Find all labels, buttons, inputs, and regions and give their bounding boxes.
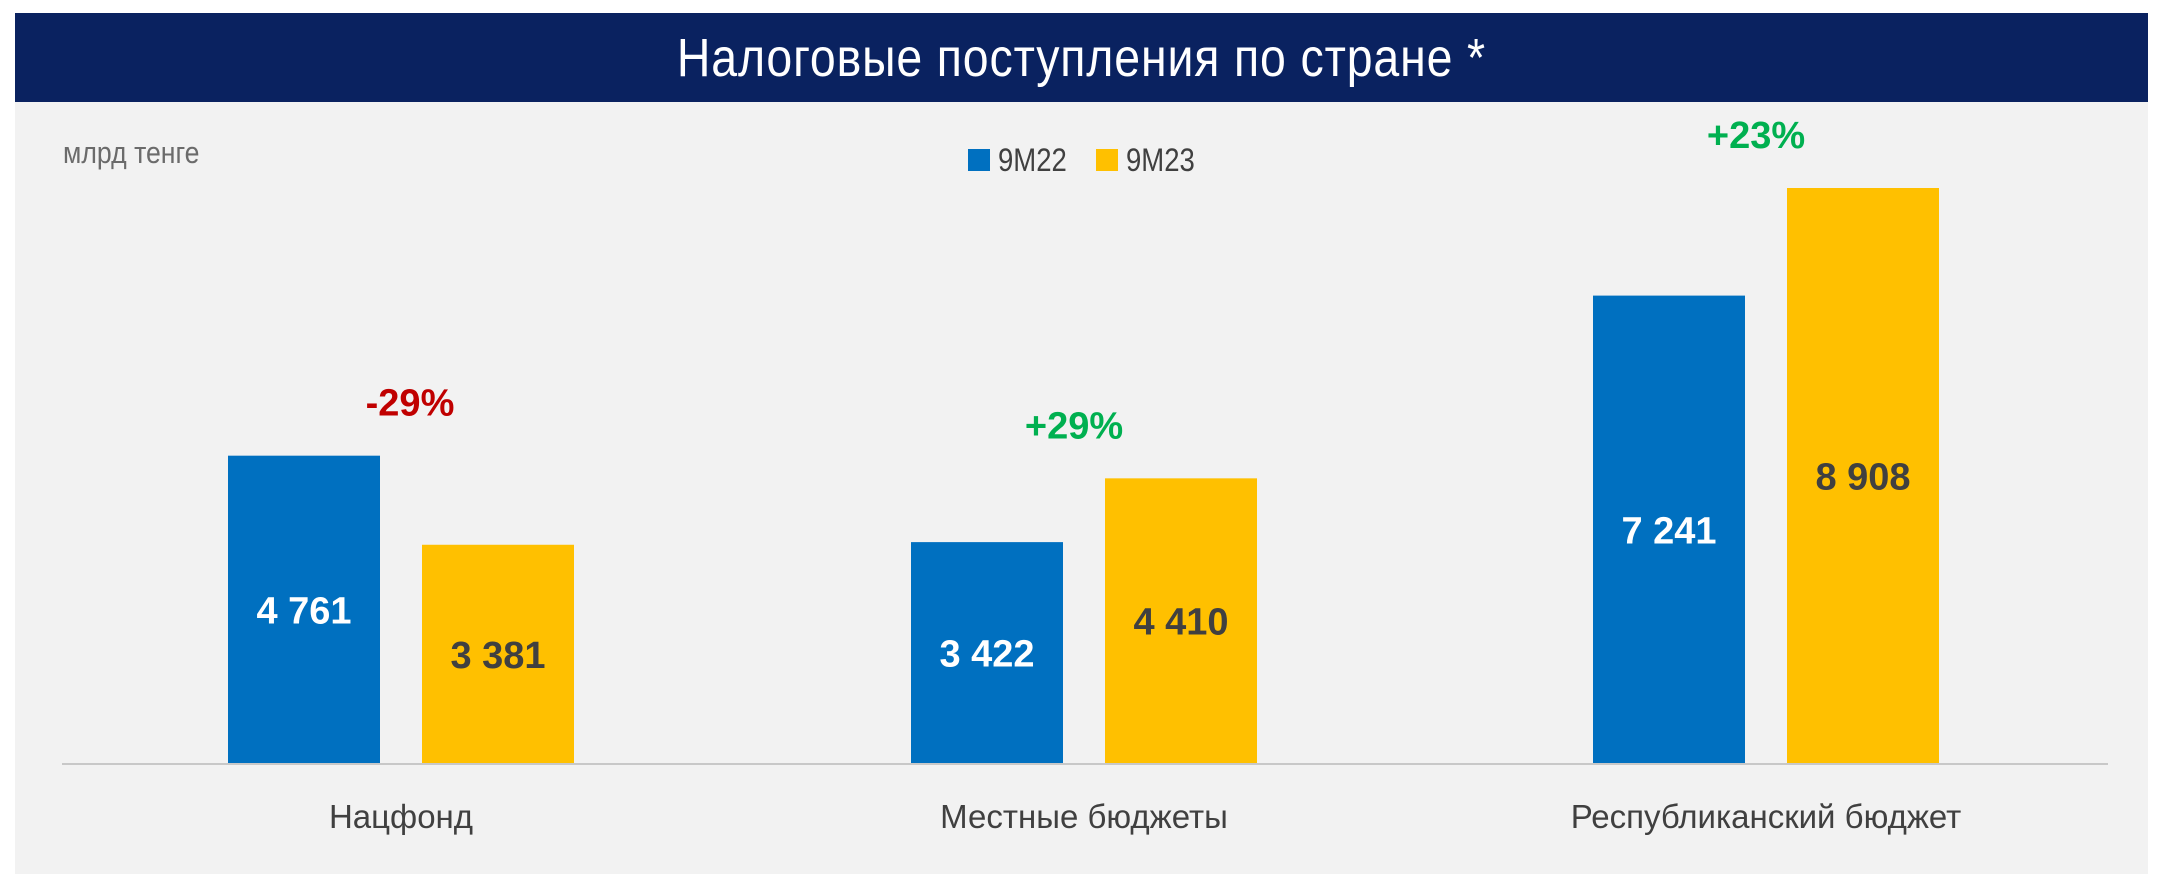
bar-9m23-0 xyxy=(422,544,574,763)
bar-9m23-2 xyxy=(1787,188,1939,763)
data-label-9m22-0: 4 761 xyxy=(256,590,351,632)
bar-9m23-1 xyxy=(1105,478,1257,763)
bar-9m22-1 xyxy=(911,542,1063,763)
unit-label: млрд тенге xyxy=(63,135,200,170)
legend-label-9m23: 9M23 xyxy=(1126,141,1195,178)
bar-9m22-2 xyxy=(1593,295,1745,763)
legend-label-9m22: 9M22 xyxy=(998,141,1067,178)
change-label-1: +29% xyxy=(1025,405,1123,447)
legend-item-9m22: 9M22 xyxy=(968,142,1078,179)
data-label-9m23-1: 4 410 xyxy=(1133,602,1228,644)
change-label-2: +23% xyxy=(1707,115,1805,157)
data-label-9m22-2: 7 241 xyxy=(1621,510,1716,552)
legend-swatch-9m22 xyxy=(968,149,990,171)
category-label-2: Республиканский бюджет xyxy=(1571,798,1962,835)
category-label-0: Нацфонд xyxy=(329,798,473,835)
data-label-9m22-1: 3 422 xyxy=(939,634,1034,676)
chart-title: Налоговые поступления по стране * xyxy=(676,27,1487,88)
data-label-9m23-0: 3 381 xyxy=(450,635,545,677)
legend: 9M22 9M23 xyxy=(968,140,1214,180)
legend-item-9m23: 9M23 xyxy=(1096,142,1206,179)
title-bar: Налоговые поступления по стране * xyxy=(15,13,2148,102)
legend-swatch-9m23 xyxy=(1096,149,1119,171)
change-label-0: -29% xyxy=(366,383,455,425)
category-label-1: Местные бюджеты xyxy=(940,798,1228,835)
data-label-9m23-2: 8 908 xyxy=(1815,457,1910,499)
bar-9m22-0 xyxy=(228,455,380,763)
